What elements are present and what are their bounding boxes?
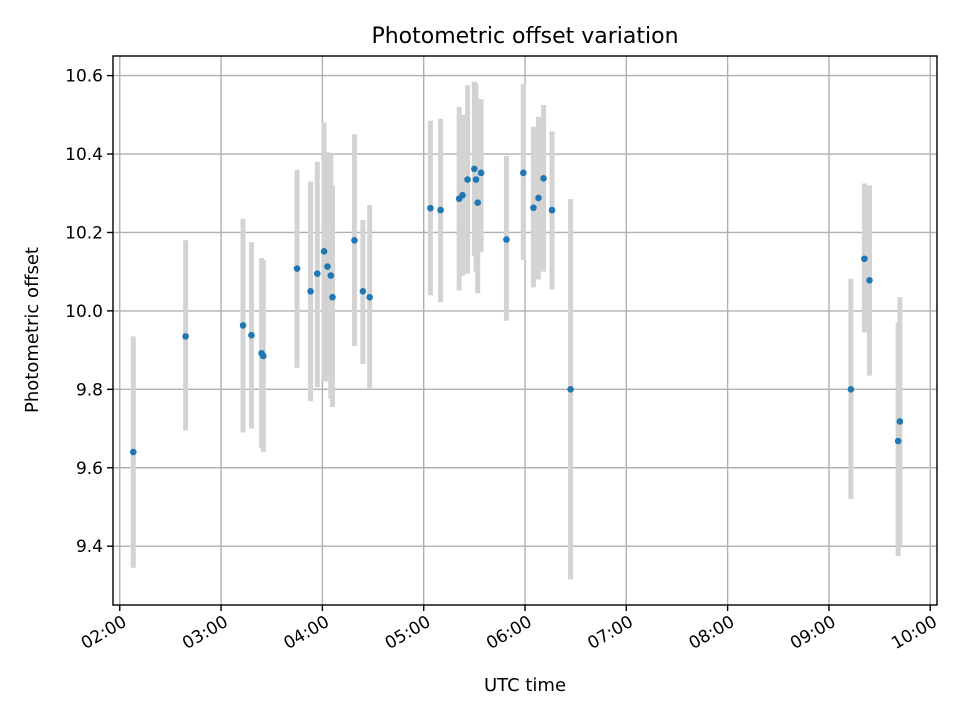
data-point bbox=[535, 194, 542, 202]
data-point bbox=[471, 165, 478, 173]
data-point bbox=[366, 293, 373, 301]
data-point bbox=[847, 386, 855, 393]
x-tick-label: 05:00 bbox=[382, 612, 434, 654]
data-point bbox=[259, 352, 267, 360]
data-point bbox=[474, 199, 482, 206]
data-point bbox=[314, 270, 321, 277]
data-point bbox=[896, 418, 904, 425]
data-point bbox=[351, 237, 358, 244]
data-point bbox=[427, 204, 434, 212]
data-point bbox=[327, 272, 335, 279]
data-point bbox=[464, 176, 471, 183]
x-axis-label: UTC time bbox=[484, 675, 566, 696]
data-point bbox=[503, 236, 510, 243]
x-tick-label: 03:00 bbox=[179, 612, 231, 654]
chart-title: Photometric offset variation bbox=[371, 24, 678, 49]
x-tick-label: 08:00 bbox=[686, 612, 738, 654]
data-point bbox=[307, 287, 314, 295]
data-point bbox=[129, 448, 137, 456]
data-point bbox=[540, 175, 547, 182]
point-layer bbox=[129, 165, 904, 456]
x-tick-label: 06:00 bbox=[483, 612, 535, 654]
data-point bbox=[520, 169, 527, 177]
data-point bbox=[530, 204, 537, 212]
data-point bbox=[548, 206, 556, 214]
data-point bbox=[239, 322, 247, 329]
data-point bbox=[359, 287, 367, 295]
y-axis-label: Photometric offset bbox=[22, 247, 43, 413]
x-tick-label: 10:00 bbox=[888, 612, 940, 654]
y-tick-label: 10.6 bbox=[65, 67, 103, 87]
data-point bbox=[324, 263, 331, 270]
y-tick-label: 9.4 bbox=[76, 537, 103, 557]
data-point bbox=[248, 331, 255, 339]
data-point bbox=[472, 176, 480, 183]
data-point bbox=[459, 191, 466, 199]
data-point bbox=[861, 255, 868, 263]
x-tick-label: 09:00 bbox=[787, 612, 839, 654]
y-tick-label: 10.2 bbox=[65, 223, 103, 243]
x-tick-label: 02:00 bbox=[78, 612, 130, 654]
y-tick-label: 9.6 bbox=[76, 459, 103, 479]
data-point bbox=[182, 333, 189, 340]
data-point bbox=[477, 169, 485, 177]
y-tick-label: 10.0 bbox=[65, 302, 103, 322]
data-point bbox=[866, 277, 873, 284]
y-tick-label: 9.8 bbox=[76, 380, 103, 400]
errorbar-layer bbox=[130, 81, 903, 580]
data-point bbox=[894, 437, 902, 445]
data-point bbox=[329, 293, 336, 301]
x-tick-label: 07:00 bbox=[584, 612, 636, 654]
x-tick-label: 04:00 bbox=[280, 612, 332, 654]
data-point bbox=[567, 386, 574, 393]
data-point bbox=[293, 265, 301, 272]
data-point bbox=[320, 247, 328, 255]
y-tick-label: 10.4 bbox=[65, 145, 103, 165]
data-point bbox=[437, 206, 444, 214]
